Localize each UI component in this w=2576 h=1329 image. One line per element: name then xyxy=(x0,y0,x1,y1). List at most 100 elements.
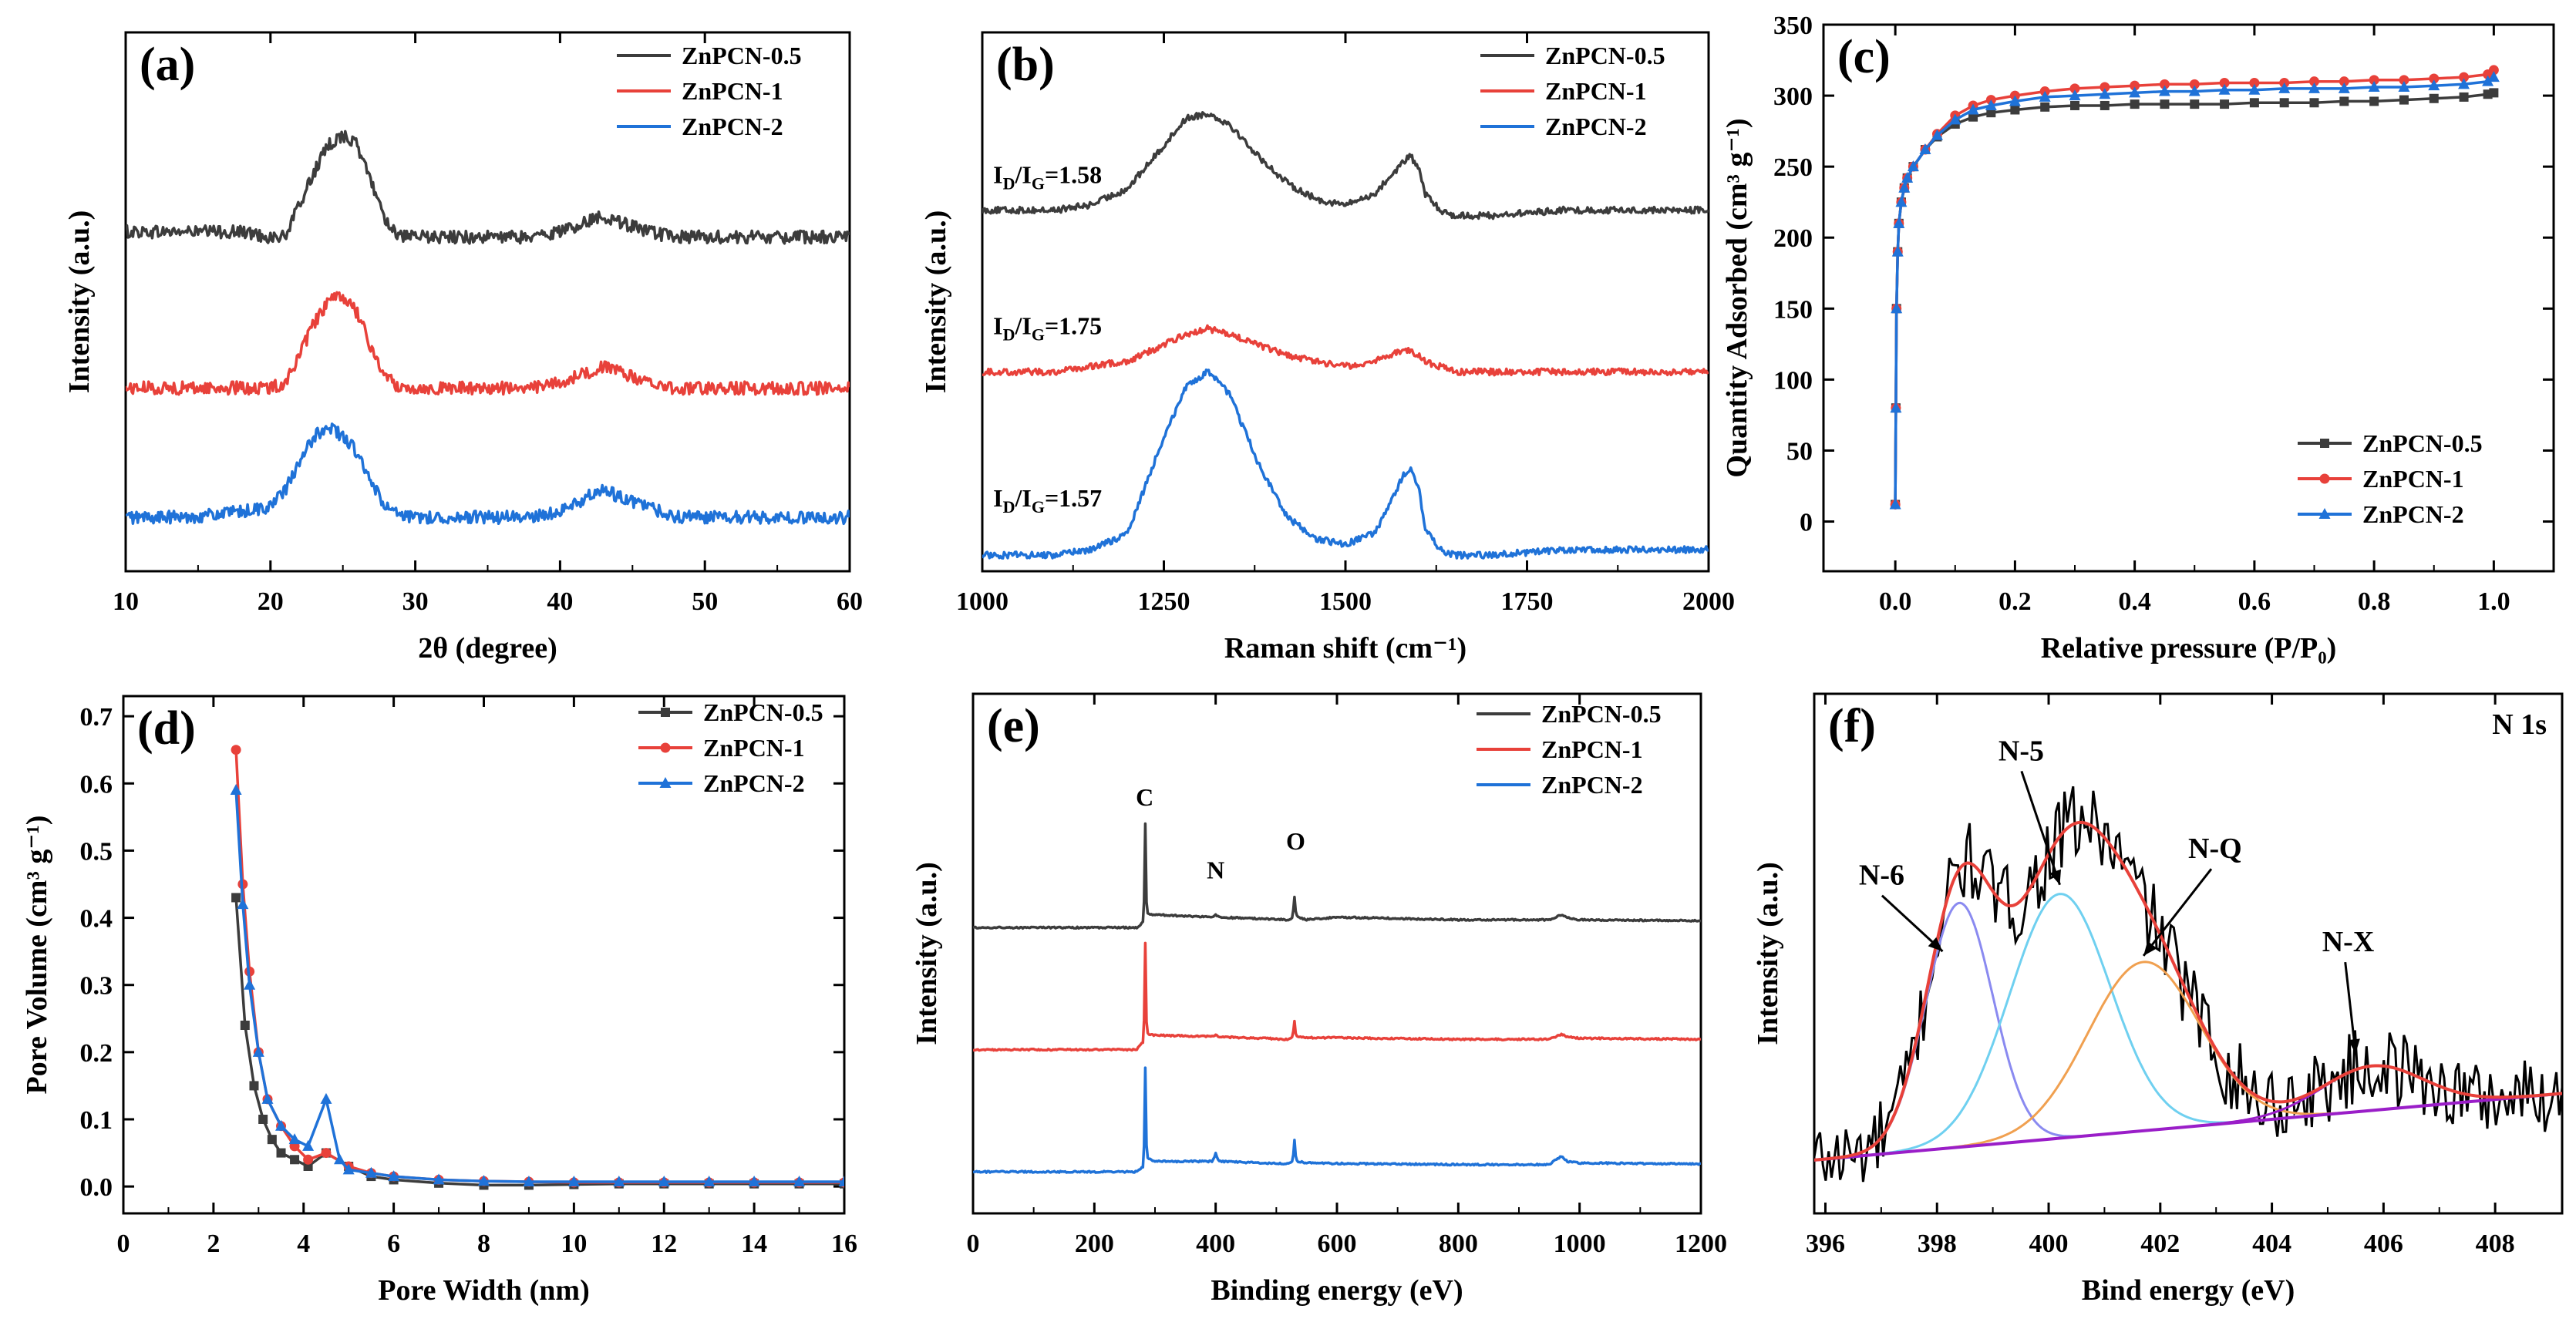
legend-label-znpcn-0-5: ZnPCN-0.5 xyxy=(703,698,823,726)
data-point xyxy=(2158,85,2170,96)
y-tick-label: 0.7 xyxy=(80,703,113,732)
data-point xyxy=(1889,498,1901,510)
data-point xyxy=(231,893,241,903)
x-tick-label: 396 xyxy=(1806,1230,1845,1258)
arrow-head xyxy=(2049,869,2062,885)
x-tick-label: 12 xyxy=(651,1230,677,1258)
x-tick-label: 6 xyxy=(387,1230,400,1258)
ratio-slash: /I xyxy=(1014,161,1031,189)
annotation-n-q: N-Q xyxy=(2188,833,2242,865)
x-tick-label: 2000 xyxy=(1682,587,1735,616)
data-point xyxy=(2219,78,2230,89)
legend-label-znpcn-2: ZnPCN-2 xyxy=(2362,500,2464,528)
data-point xyxy=(2248,83,2261,95)
data-point xyxy=(1919,143,1931,155)
x-tick-label: 10 xyxy=(561,1230,587,1258)
data-point xyxy=(2278,82,2291,93)
x-axis-label: 2θ (degree) xyxy=(418,632,557,664)
y-tick-label: 150 xyxy=(1773,295,1813,324)
data-point xyxy=(2069,83,2080,94)
x-tick-label: 400 xyxy=(1196,1230,1235,1258)
ratio-annotation: ID/IG=1.75 xyxy=(993,311,1102,344)
data-point xyxy=(2010,105,2020,115)
series-line-znpcn-2 xyxy=(126,422,850,526)
data-point xyxy=(288,1133,301,1145)
legend-label-znpcn-1: ZnPCN-1 xyxy=(2362,465,2464,493)
data-point xyxy=(2218,83,2231,95)
y-tick-label: 100 xyxy=(1773,366,1813,395)
legend-label-znpcn-0-5: ZnPCN-0.5 xyxy=(1545,42,1665,69)
x-tick-label: 402 xyxy=(2140,1230,2180,1258)
annotation-n-x: N-X xyxy=(2322,926,2375,958)
data-point xyxy=(2482,75,2494,86)
x-tick-label: 1200 xyxy=(1675,1230,1727,1258)
x-axis-label: Pore Width (nm) xyxy=(378,1274,589,1307)
legend-label-znpcn-2: ZnPCN-2 xyxy=(682,113,783,140)
ratio-sub-d: D xyxy=(1003,325,1015,344)
data-point xyxy=(2429,73,2440,84)
series-line-znpcn-0-5 xyxy=(973,822,1701,930)
arrow-head xyxy=(1928,937,1943,952)
x-tick-label: 406 xyxy=(2364,1230,2403,1258)
y-tick-label: 0.6 xyxy=(80,770,113,799)
y-tick-label: 0.5 xyxy=(80,837,113,866)
data-point xyxy=(2309,98,2319,108)
panel-label: (c) xyxy=(1837,31,1891,83)
data-point xyxy=(1891,302,1903,314)
legend-label-znpcn-0-5: ZnPCN-0.5 xyxy=(1541,700,1662,728)
x-tick-label: 600 xyxy=(1318,1230,1357,1258)
y-tick-label: 0.0 xyxy=(80,1173,113,1202)
x-tick-label: 0.0 xyxy=(1879,587,1912,616)
panel-label: (d) xyxy=(137,702,196,755)
x-tick-label: 398 xyxy=(1918,1230,1957,1258)
x-tick-label: 0 xyxy=(117,1230,130,1258)
x-axis-label: Binding energy (eV) xyxy=(1211,1274,1463,1307)
plot-area xyxy=(230,745,844,1190)
data-point xyxy=(2070,100,2080,110)
data-point xyxy=(334,1153,345,1165)
ratio-base: I xyxy=(993,484,1002,512)
series-line-znpcn-2 xyxy=(982,368,1709,560)
data-point xyxy=(2369,75,2379,86)
legend: ZnPCN-0.5 ZnPCN-1 ZnPCN-2 xyxy=(1480,42,1665,140)
legend-label-znpcn-2: ZnPCN-2 xyxy=(1541,771,1643,799)
data-point xyxy=(703,1176,716,1187)
x-tick-label: 408 xyxy=(2476,1230,2515,1258)
y-tick-label: 250 xyxy=(1773,153,1813,182)
data-point xyxy=(252,1045,264,1057)
panel-d: 0 2 4 6 8 10 12 14 16 0.0 0.1 0.2 0.3 0.4 0.5 0.6 0.7 Por… xyxy=(21,695,857,1307)
ratio-sub-d: D xyxy=(1003,174,1015,193)
data-point xyxy=(2398,81,2410,93)
data-point xyxy=(320,1092,332,1104)
data-point xyxy=(2339,76,2349,87)
legend-label-znpcn-0-5: ZnPCN-0.5 xyxy=(682,42,802,69)
x-tick-label: 0.2 xyxy=(1999,587,2032,616)
data-point xyxy=(2099,88,2111,99)
data-point xyxy=(388,1170,400,1182)
data-point xyxy=(2069,89,2081,101)
x-tick-label: 0.4 xyxy=(2118,587,2151,616)
x-tick-label: 404 xyxy=(2252,1230,2291,1258)
x-tick-label: 200 xyxy=(1075,1230,1114,1258)
legend: ZnPCN-0.5 ZnPCN-1 ZnPCN-2 xyxy=(2298,429,2483,528)
arrow-head xyxy=(2143,940,2157,956)
peak-label-n: N xyxy=(1207,856,1224,883)
data-point xyxy=(2100,82,2110,93)
plot-area xyxy=(973,822,1701,1174)
legend-label-znpcn-0-5: ZnPCN-0.5 xyxy=(2362,429,2483,457)
data-point xyxy=(2129,86,2141,98)
x-tick-label: 0.6 xyxy=(2238,587,2271,616)
series-line-znpcn-0-5 xyxy=(982,111,1709,220)
data-point xyxy=(2040,102,2050,112)
data-point xyxy=(2009,95,2021,106)
x-tick-label: 50 xyxy=(692,587,718,616)
plot-area xyxy=(982,111,1709,560)
data-point xyxy=(2249,78,2260,89)
data-point xyxy=(2308,82,2321,93)
series-line-znpcn-1 xyxy=(973,941,1701,1052)
data-point xyxy=(1891,245,1904,257)
data-point xyxy=(2459,72,2470,82)
ratio-sub-g: G xyxy=(1032,325,1045,344)
envelope-fit xyxy=(1814,820,2562,1162)
x-tick-label: 4 xyxy=(297,1230,310,1258)
